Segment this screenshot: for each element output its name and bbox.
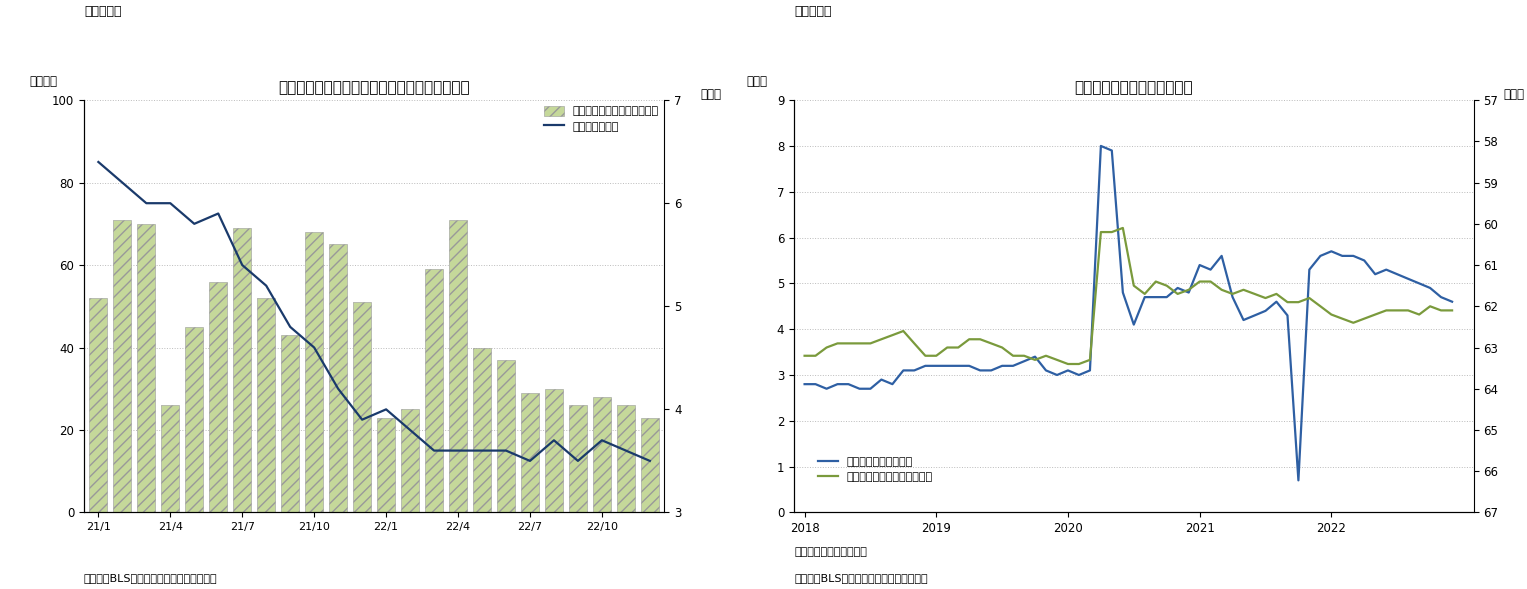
Bar [473, 348, 492, 512]
Bar [330, 244, 347, 512]
Y-axis label: （％）: （％） [1504, 88, 1525, 101]
Text: （注）賃金は前年同月比: （注）賃金は前年同月比 [794, 547, 867, 557]
Bar [90, 298, 107, 512]
Bar [257, 298, 275, 512]
Y-axis label: （％）: （％） [747, 75, 767, 88]
Bar [162, 405, 179, 512]
Title: 賃金上昇率および労働参加率: 賃金上昇率および労働参加率 [1075, 80, 1193, 95]
Bar [521, 393, 539, 512]
Bar [496, 360, 515, 512]
Text: （図表４）: （図表４） [84, 5, 122, 18]
Text: （資料）BLSよりニッセイ基礎研究所作成: （資料）BLSよりニッセイ基礎研究所作成 [794, 573, 928, 583]
Y-axis label: （％）: （％） [701, 88, 721, 101]
Bar [137, 224, 156, 512]
Bar [592, 397, 611, 512]
Text: （図表５）: （図表５） [794, 5, 832, 18]
Bar [449, 220, 467, 512]
Bar [113, 220, 131, 512]
Bar [234, 228, 252, 512]
Bar [281, 335, 299, 512]
Bar [570, 405, 586, 512]
Bar [641, 418, 658, 512]
Legend: 非農業部門雇用増（前月差）, 失業率（右軸）: 非農業部門雇用増（前月差）, 失業率（右軸） [544, 105, 658, 132]
Bar [402, 409, 418, 512]
Text: （資料）BLSよりニッセイ基礎研究所作成: （資料）BLSよりニッセイ基礎研究所作成 [84, 573, 218, 583]
Legend: 時間当たり賃金伸び率, 労働参加率（右軸、逆目盛）: 時間当たり賃金伸び率, 労働参加率（右軸、逆目盛） [814, 453, 938, 487]
Title: 米国の雇用動向（非農業部門雇用増と失業率）: 米国の雇用動向（非農業部門雇用増と失業率） [278, 80, 470, 95]
Y-axis label: （万人）: （万人） [29, 75, 58, 88]
Bar [377, 418, 395, 512]
Bar [617, 405, 635, 512]
Bar [209, 282, 228, 512]
Bar [185, 327, 203, 512]
Bar [353, 302, 371, 512]
Bar [545, 389, 563, 512]
Bar [305, 232, 324, 512]
Bar [425, 269, 443, 512]
